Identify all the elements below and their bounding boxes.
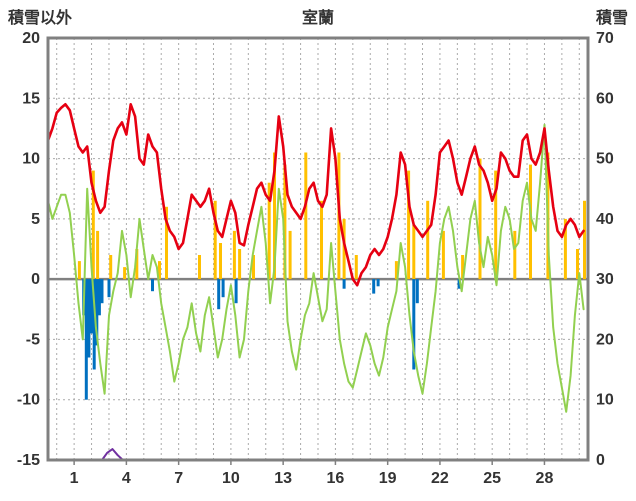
svg-text:25: 25: [483, 470, 501, 487]
svg-text:10: 10: [596, 392, 614, 409]
svg-text:20: 20: [596, 331, 614, 348]
svg-text:-5: -5: [26, 331, 40, 348]
left-axis-title: 積雪以外: [8, 10, 73, 27]
chart-title: 室蘭: [301, 10, 334, 27]
svg-text:10: 10: [22, 151, 40, 168]
svg-text:7: 7: [174, 470, 183, 487]
svg-text:-15: -15: [17, 452, 40, 469]
svg-text:5: 5: [31, 211, 40, 228]
svg-text:60: 60: [596, 90, 614, 107]
svg-text:-10: -10: [17, 392, 40, 409]
svg-text:4: 4: [122, 470, 131, 487]
chart-header: 積雪以外 室蘭 積雪: [0, 6, 636, 32]
svg-text:30: 30: [596, 271, 614, 288]
svg-text:15: 15: [22, 90, 40, 107]
svg-text:19: 19: [379, 470, 397, 487]
svg-text:10: 10: [222, 470, 240, 487]
svg-text:0: 0: [31, 271, 40, 288]
svg-text:50: 50: [596, 151, 614, 168]
svg-text:16: 16: [327, 470, 345, 487]
svg-text:22: 22: [431, 470, 449, 487]
svg-text:1: 1: [70, 470, 79, 487]
svg-text:0: 0: [596, 452, 605, 469]
svg-text:40: 40: [596, 211, 614, 228]
svg-text:28: 28: [536, 470, 554, 487]
svg-text:13: 13: [274, 470, 292, 487]
svg-text:70: 70: [596, 30, 614, 47]
svg-text:20: 20: [22, 30, 40, 47]
right-axis-title: 積雪: [595, 10, 628, 27]
